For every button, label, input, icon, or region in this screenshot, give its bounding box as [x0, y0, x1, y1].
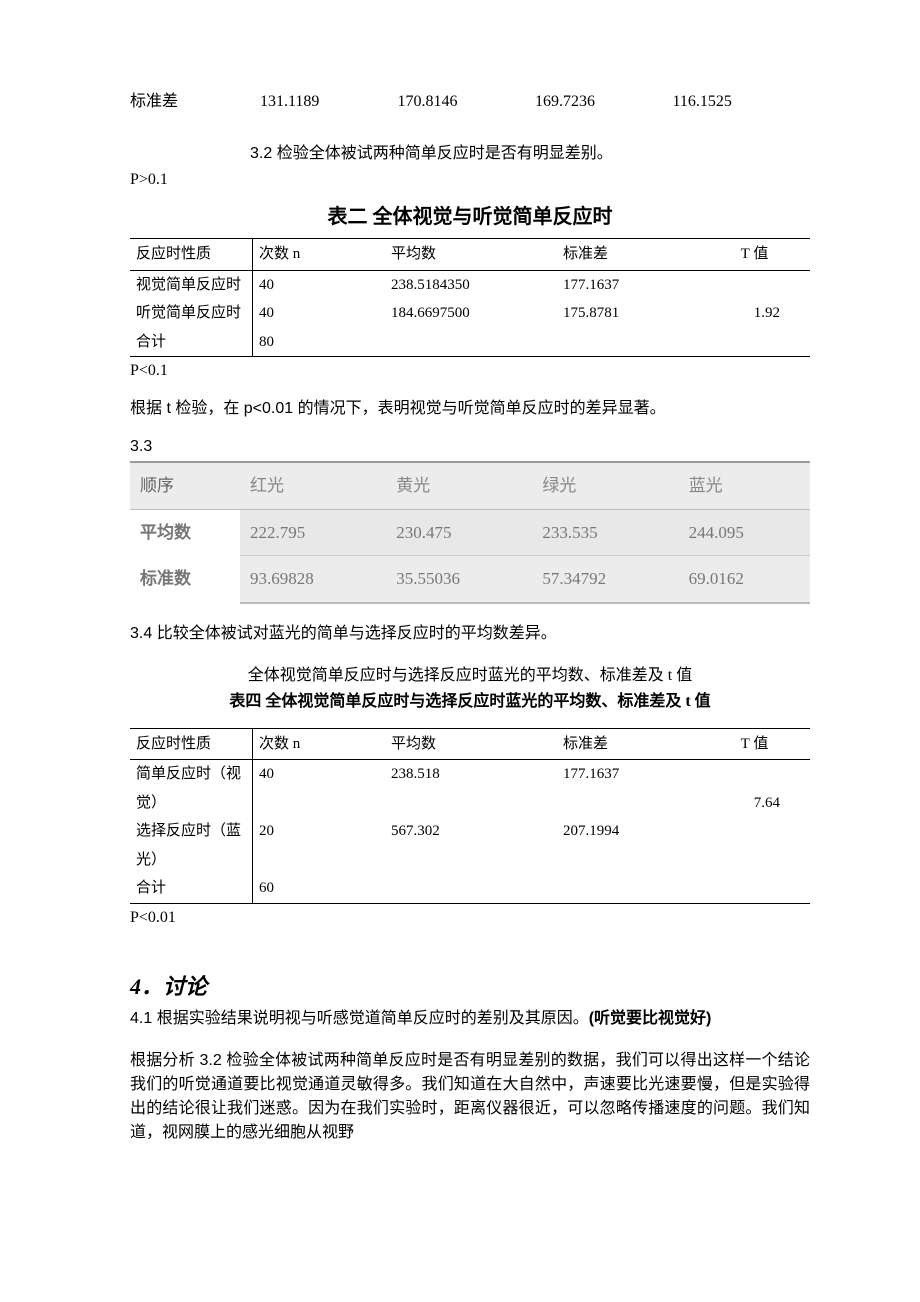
table4-header-row: 反应时性质 次数 n 平均数 标准差 T 值 [130, 728, 810, 760]
table-row: 标准数 93.69828 35.55036 57.34792 69.0162 [130, 556, 810, 603]
section-4-heading: 4．讨论 [130, 970, 810, 1003]
table2-h3: 平均数 [385, 239, 557, 271]
table4-h3: 平均数 [385, 728, 557, 760]
table-row: 合计 60 [130, 874, 810, 903]
table-row: 合计 80 [130, 328, 810, 357]
table2-h2: 次数 n [253, 239, 386, 271]
table3-header-row: 顺序 红光 黄光 绿光 蓝光 [130, 462, 810, 509]
table4-h2: 次数 n [253, 728, 386, 760]
stddev-row: 标准差 131.1189 170.8146 169.7236 116.1525 [130, 90, 810, 114]
table4-h4: 标准差 [557, 728, 699, 760]
section-4-1-line: 4.1 根据实验结果说明视与听感觉道简单反应时的差别及其原因。(听觉要比视觉好) [130, 1007, 810, 1031]
section-4-1-body: 根据分析 3.2 检验全体被试两种简单反应时是否有明显差别的数据，我们可以得出这… [130, 1049, 810, 1145]
table2-pnote: P<0.1 [130, 359, 810, 383]
section-3-2-line: 3.2 检验全体被试两种简单反应时是否有明显差别。 [130, 142, 810, 166]
stddev-v1: 131.1189 [260, 90, 398, 114]
table2-h1: 反应时性质 [130, 239, 253, 271]
table-row: 视觉简单反应时 40 238.5184350 177.1637 [130, 270, 810, 299]
table-row: 简单反应时（视 40 238.518 177.1637 [130, 760, 810, 789]
table4: 反应时性质 次数 n 平均数 标准差 T 值 简单反应时（视 40 238.51… [130, 728, 810, 904]
stddev-v3: 169.7236 [535, 90, 673, 114]
table4-h1: 反应时性质 [130, 728, 253, 760]
table4-subtitle-plain: 全体视觉简单反应时与选择反应时蓝光的平均数、标准差及 t 值 [130, 664, 810, 688]
table4-pnote: P<0.01 [130, 906, 810, 930]
section-3-2-pnote: P>0.1 [130, 168, 810, 192]
table-row: 听觉简单反应时 40 184.6697500 175.8781 1.92 [130, 299, 810, 328]
table4-h5: T 值 [699, 728, 810, 760]
section-3-4-line: 3.4 比较全体被试对蓝光的简单与选择反应时的平均数差异。 [130, 622, 810, 646]
table-row: 觉） 7.64 [130, 789, 810, 818]
table-row: 平均数 222.795 230.475 233.535 244.095 [130, 509, 810, 556]
table2-title: 表二 全体视觉与听觉简单反应时 [130, 202, 810, 232]
table2-h5: T 值 [699, 239, 810, 271]
stddev-label: 标准差 [130, 90, 260, 114]
table3: 顺序 红光 黄光 绿光 蓝光 平均数 222.795 230.475 233.5… [130, 461, 810, 604]
stddev-v2: 170.8146 [398, 90, 536, 114]
section-3-3-num: 3.3 [130, 435, 810, 459]
table4-subtitle-bold: 表四 全体视觉简单反应时与选择反应时蓝光的平均数、标准差及 t 值 [130, 690, 810, 714]
table-row: 选择反应时（蓝 20 567.302 207.1994 [130, 817, 810, 846]
table-row: 光） [130, 846, 810, 875]
table2-header-row: 反应时性质 次数 n 平均数 标准差 T 值 [130, 239, 810, 271]
stddev-v4: 116.1525 [673, 90, 811, 114]
table2-h4: 标准差 [557, 239, 699, 271]
table2-conclusion: 根据 t 检验，在 p<0.01 的情况下，表明视觉与听觉简单反应时的差异显著。 [130, 397, 810, 421]
table2: 反应时性质 次数 n 平均数 标准差 T 值 视觉简单反应时 40 238.51… [130, 238, 810, 357]
